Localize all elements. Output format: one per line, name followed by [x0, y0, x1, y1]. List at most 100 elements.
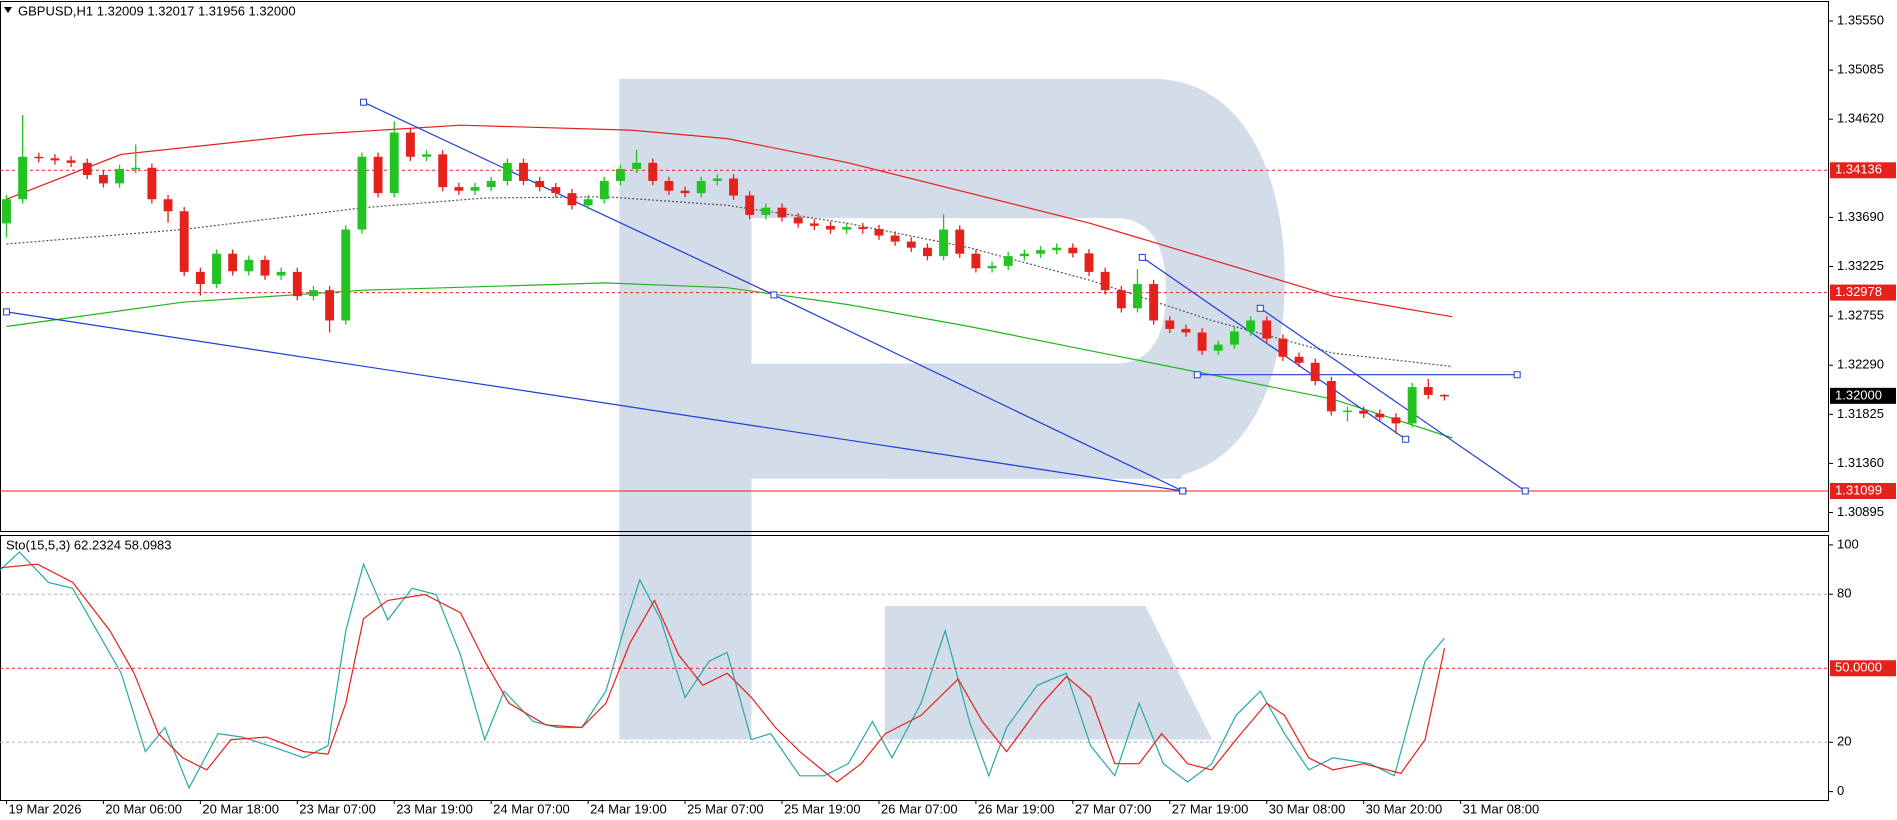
candle-body	[1326, 381, 1336, 412]
level-label-box	[1830, 162, 1896, 179]
candle-body	[632, 162, 642, 169]
candle-body	[777, 207, 787, 218]
x-tick-label: 31 Mar 08:00	[1463, 801, 1540, 816]
candle-body	[1359, 410, 1369, 414]
candle-body	[1278, 338, 1288, 357]
y-tick-label: 20	[1837, 734, 1851, 749]
candle-body	[422, 154, 431, 157]
candle-body	[179, 211, 189, 272]
x-tick-label: 25 Mar 07:00	[687, 801, 764, 816]
trendline	[1141, 256, 1407, 440]
candle-body	[1084, 253, 1094, 272]
candle-body	[325, 290, 335, 321]
candle-body	[1019, 253, 1029, 257]
candle-body	[971, 253, 981, 269]
candle-body	[615, 168, 625, 181]
trendline-anchor	[360, 98, 368, 106]
candle-body	[438, 154, 448, 188]
candle-body	[696, 180, 706, 194]
trendline-anchor	[1138, 253, 1146, 261]
candle-body	[680, 190, 690, 194]
candle-body	[858, 227, 868, 230]
candle-body	[115, 168, 125, 184]
candle-body	[648, 162, 658, 181]
y-tick-label: 1.33690	[1837, 209, 1884, 224]
y-tick-label: 1.35550	[1837, 12, 1884, 27]
watermark-logo	[619, 78, 1285, 740]
level-label-box	[1830, 482, 1896, 499]
main-panel-frame	[0, 1, 1829, 532]
moving-average	[6, 124, 1453, 318]
y-tick-label: 1.32290	[1837, 357, 1884, 372]
candle-body	[874, 229, 884, 236]
level-label-box	[1830, 387, 1896, 404]
y-tick-label: 0	[1837, 783, 1844, 798]
candle-body	[470, 187, 480, 191]
y-tick-label: 1.30895	[1837, 504, 1884, 519]
candle-body	[486, 180, 496, 188]
candle-body	[18, 156, 28, 200]
candle-body	[729, 178, 738, 196]
x-tick-label: 20 Mar 18:00	[202, 801, 279, 816]
candle-body	[276, 271, 286, 276]
moving-average	[6, 282, 1453, 439]
x-tick-label: 20 Mar 06:00	[105, 801, 182, 816]
candle-body	[1197, 332, 1207, 351]
trendline	[6, 311, 1183, 492]
y-tick-label: 1.33225	[1837, 258, 1884, 273]
x-tick-label: 30 Mar 20:00	[1366, 801, 1443, 816]
candle-body	[1440, 394, 1449, 397]
candle-body	[98, 174, 108, 184]
collapse-triangle	[4, 7, 12, 13]
candle-body	[745, 195, 755, 215]
candle-body	[826, 225, 835, 230]
x-tick-label: 23 Mar 07:00	[299, 801, 376, 816]
candle-body	[147, 167, 157, 200]
candle-body	[357, 156, 367, 230]
x-tick-label: 27 Mar 19:00	[1172, 801, 1249, 816]
y-tick-label: 1.31360	[1837, 455, 1884, 470]
x-tick-label: 24 Mar 07:00	[493, 801, 570, 816]
candle-body	[1068, 247, 1078, 254]
y-tick-label: 1.34620	[1837, 111, 1884, 126]
candle-body	[1391, 417, 1401, 424]
candle-body	[712, 178, 722, 181]
oscillator-line	[0, 563, 1446, 783]
candle-body	[131, 167, 141, 170]
candle-body	[1052, 247, 1062, 251]
y-tick-label: 1.32755	[1837, 308, 1884, 323]
candle-body	[454, 187, 464, 191]
candle-body	[1343, 410, 1352, 413]
level-label: 1.31099	[1835, 482, 1882, 497]
candle-body	[519, 162, 528, 181]
candle-body	[1181, 328, 1191, 333]
candle-body	[1213, 344, 1223, 351]
candle-body	[842, 227, 852, 230]
candle-body	[1036, 250, 1045, 254]
candle-body	[502, 162, 512, 181]
level-label: 1.32978	[1835, 284, 1882, 299]
trendline-anchor	[1521, 487, 1529, 495]
candle-body	[599, 180, 609, 200]
trendline-anchor	[1193, 371, 1201, 379]
candle-body	[1423, 387, 1433, 395]
candle-body	[389, 132, 399, 194]
plot-area	[0, 98, 1829, 495]
candle-body	[260, 259, 270, 276]
candle-body	[1149, 284, 1159, 321]
candle-body	[955, 229, 965, 254]
candle-body	[761, 207, 771, 215]
candle-body	[34, 156, 44, 159]
y-tick-label: 1.31825	[1837, 406, 1884, 421]
candle-body	[1133, 284, 1142, 309]
trendline-anchor	[1402, 435, 1410, 443]
candle-body	[1116, 290, 1126, 309]
candle-body	[987, 265, 997, 269]
symbol-header: GBPUSD,H1 1.32009 1.32017 1.31956 1.3200…	[18, 3, 296, 18]
candle-body	[1294, 356, 1304, 363]
y-tick-label: 100	[1837, 536, 1859, 551]
trendline-anchor	[770, 291, 778, 299]
candle-body	[1229, 331, 1239, 345]
candle-body	[567, 193, 577, 206]
candle-body	[535, 180, 545, 188]
